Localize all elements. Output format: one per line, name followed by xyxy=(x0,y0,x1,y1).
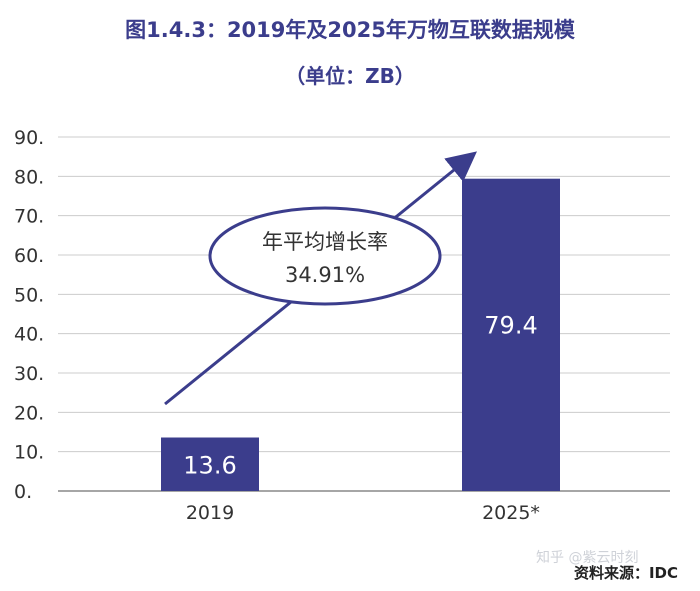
y-tick-label: 0. xyxy=(14,481,32,503)
x-tick-label: 2025* xyxy=(482,502,540,524)
annotation-value: 34.91% xyxy=(285,263,365,287)
bar xyxy=(161,437,259,491)
annotation-ellipse xyxy=(208,206,442,306)
chart-title: 图1.4.3：2019年及2025年万物互联数据规模 xyxy=(125,18,575,42)
y-tick-label: 70. xyxy=(14,206,44,228)
x-tick-label: 2019 xyxy=(186,502,234,524)
y-tick-label: 20. xyxy=(14,402,44,424)
chart-subtitle: （单位：ZB） xyxy=(285,64,415,88)
y-tick-label: 10. xyxy=(14,442,44,464)
bar-value-label: 79.4 xyxy=(484,312,537,340)
y-tick-label: 40. xyxy=(14,324,44,346)
bar-value-label: 13.6 xyxy=(183,451,236,479)
annotation-label: 年平均增长率 xyxy=(262,230,388,254)
y-tick-label: 80. xyxy=(14,166,44,188)
y-tick-label: 50. xyxy=(14,284,44,306)
bar xyxy=(462,178,560,491)
y-tick-label: 90. xyxy=(14,127,44,149)
source-note: 资料来源：IDC xyxy=(573,564,678,582)
watermark: 知乎 @紫云时刻 xyxy=(536,550,639,566)
y-tick-label: 60. xyxy=(14,245,44,267)
y-tick-label: 30. xyxy=(14,363,44,385)
